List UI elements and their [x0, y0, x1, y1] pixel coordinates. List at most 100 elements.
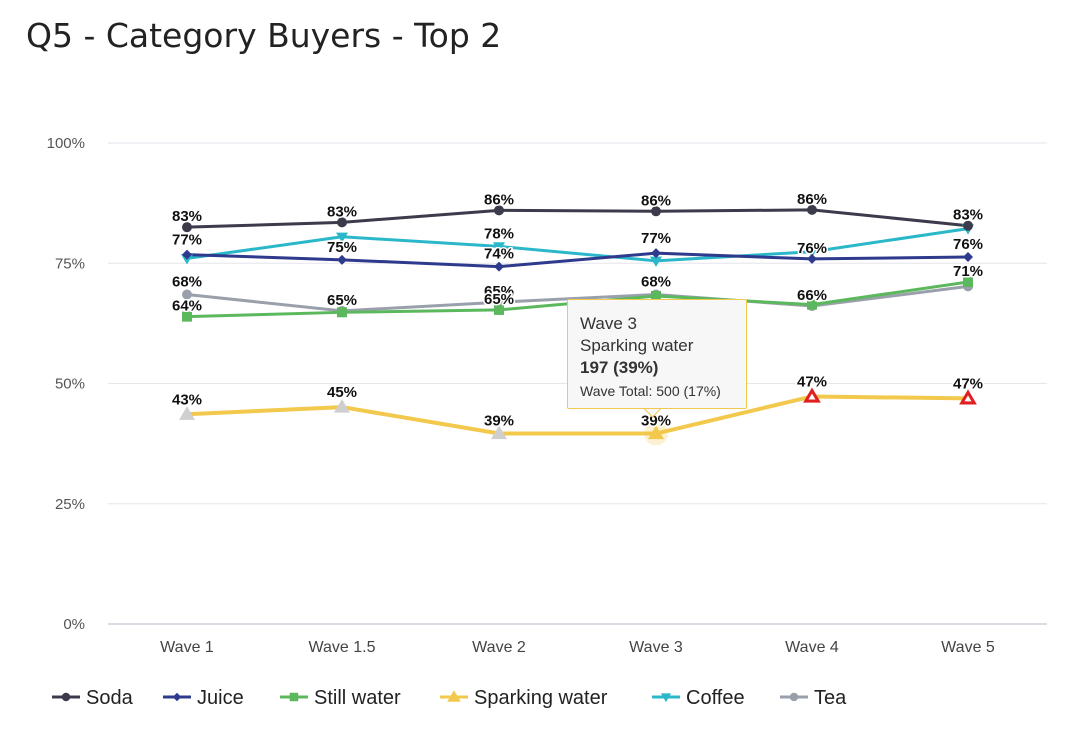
legend-item-still-water[interactable]: Still water [280, 687, 401, 709]
point-soda[interactable] [807, 204, 817, 215]
point-coffee[interactable] [493, 242, 505, 253]
data-label-soda: 86% [797, 191, 827, 208]
alert-inner [808, 393, 816, 400]
data-label-tea: 68% [641, 274, 671, 291]
legend-label: Juice [197, 687, 244, 709]
series-lines [186, 208, 969, 436]
point-sparking-water[interactable] [179, 406, 195, 420]
x-tick-label: Wave 4 [785, 639, 839, 656]
y-tick-label: 75% [55, 255, 85, 272]
legend-label: Soda [86, 687, 134, 709]
point-juice[interactable] [651, 248, 661, 259]
point-soda[interactable] [182, 222, 192, 233]
data-label-coffee: 78% [484, 225, 514, 242]
legend-item-soda[interactable]: Soda [52, 687, 134, 709]
point-juice[interactable] [182, 249, 192, 260]
y-tick-label: 100% [47, 135, 85, 152]
tooltip-total: Wave Total: 500 (17%) [580, 383, 721, 399]
point-juice[interactable] [963, 251, 973, 262]
data-label-tea: 65% [327, 292, 357, 309]
data-label-juice: 76% [953, 236, 983, 253]
series-line-juice[interactable] [186, 251, 969, 269]
point-still-water[interactable] [651, 290, 661, 301]
series-line-soda[interactable] [186, 208, 969, 229]
point-tea[interactable] [494, 297, 504, 308]
data-label-juice: 77% [172, 232, 202, 249]
data-label-still-water: 64% [172, 298, 202, 315]
legend-marker [289, 692, 299, 702]
legend: Soda Juice Still water Sparking water Coffee… [52, 687, 847, 709]
point-soda[interactable] [494, 205, 504, 216]
x-tick-label: Wave 3 [629, 639, 683, 656]
data-label-tea: 66% [797, 287, 827, 304]
legend-label: Still water [314, 687, 401, 709]
data-label-sparking-water: 39% [484, 413, 514, 430]
point-still-water[interactable] [807, 299, 817, 310]
data-label-juice: 77% [641, 230, 671, 247]
data-label-tea: 65% [484, 283, 514, 300]
series-line-tea[interactable] [186, 284, 969, 313]
data-label-sparking-water: 47% [953, 375, 983, 392]
data-label-juice: 74% [484, 246, 514, 263]
tooltip: Wave 3 Sparking water 197 (39%) Wave Tot… [567, 299, 747, 409]
legend-marker [660, 693, 672, 703]
point-coffee[interactable] [336, 232, 348, 243]
data-label-juice: 76% [797, 240, 827, 257]
point-still-water[interactable] [963, 277, 973, 288]
legend-item-juice[interactable]: Juice [163, 687, 244, 709]
point-juice[interactable] [337, 254, 347, 265]
legend-item-tea[interactable]: Tea [780, 687, 847, 709]
tooltip-wave: Wave 3 [580, 314, 638, 333]
point-still-water[interactable] [494, 304, 504, 315]
legend-label: Sparking water [474, 687, 608, 709]
data-label-sparking-water: 39% [641, 413, 671, 430]
chart-title: Q5 - Category Buyers - Top 2 [26, 16, 502, 55]
alert-inner [964, 395, 972, 402]
point-juice[interactable] [807, 253, 817, 264]
tooltip-series: Sparking water [580, 336, 694, 355]
point-sparking-water[interactable] [648, 425, 664, 440]
y-tick-label: 50% [55, 376, 85, 393]
data-labels: 68%65%65%68%66%64% 65%71%43% 45%39% 39%47% 4… [170, 189, 984, 431]
data-label-soda: 83% [327, 203, 357, 220]
point-sparking-water[interactable] [491, 425, 507, 440]
data-label-juice: 75% [327, 239, 357, 256]
point-sparking-water[interactable] [334, 399, 350, 413]
legend-item-coffee[interactable]: Coffee [652, 687, 745, 709]
legend-item-sparking-water[interactable]: Sparking water [440, 687, 608, 709]
data-label-still-water: 65% [484, 291, 514, 308]
data-label-soda: 86% [641, 192, 671, 209]
series-markers [179, 204, 977, 446]
point-soda[interactable] [651, 206, 661, 217]
data-label-sparking-water: 45% [327, 384, 357, 401]
y-tick-label: 25% [55, 496, 85, 513]
legend-marker [789, 692, 799, 702]
y-tick-label: 0% [63, 616, 85, 633]
x-tick-label: Wave 5 [941, 639, 995, 656]
legend-label: Coffee [686, 687, 745, 709]
data-label-soda: 83% [953, 207, 983, 224]
x-tick-label: Wave 1.5 [309, 639, 376, 656]
point-soda[interactable] [337, 217, 347, 228]
data-label-soda: 83% [172, 208, 202, 225]
point-still-water[interactable] [337, 307, 347, 318]
series-line-coffee[interactable] [186, 227, 969, 263]
y-axis-ticks: 0% 25% 50% 75% 100% [47, 135, 85, 633]
data-label-sparking-water: 43% [172, 391, 202, 408]
legend-marker [172, 692, 182, 702]
point-still-water[interactable] [182, 311, 192, 322]
data-label-sparking-water: 47% [797, 373, 827, 390]
data-label-tea: 68% [172, 274, 202, 291]
legend-label: Tea [814, 687, 847, 709]
point-tea[interactable] [182, 289, 192, 300]
series-line-sparking-water[interactable] [186, 394, 969, 436]
point-juice[interactable] [494, 261, 504, 272]
x-axis-ticks: Wave 1 Wave 1.5 Wave 2 Wave 3 Wave 4 Wave 5 [160, 639, 995, 656]
legend-marker [61, 692, 71, 702]
point-soda[interactable] [963, 220, 973, 231]
data-label-soda: 86% [484, 191, 514, 208]
legend-marker [447, 690, 461, 702]
point-coffee[interactable] [650, 256, 662, 267]
point-coffee[interactable] [806, 247, 818, 258]
